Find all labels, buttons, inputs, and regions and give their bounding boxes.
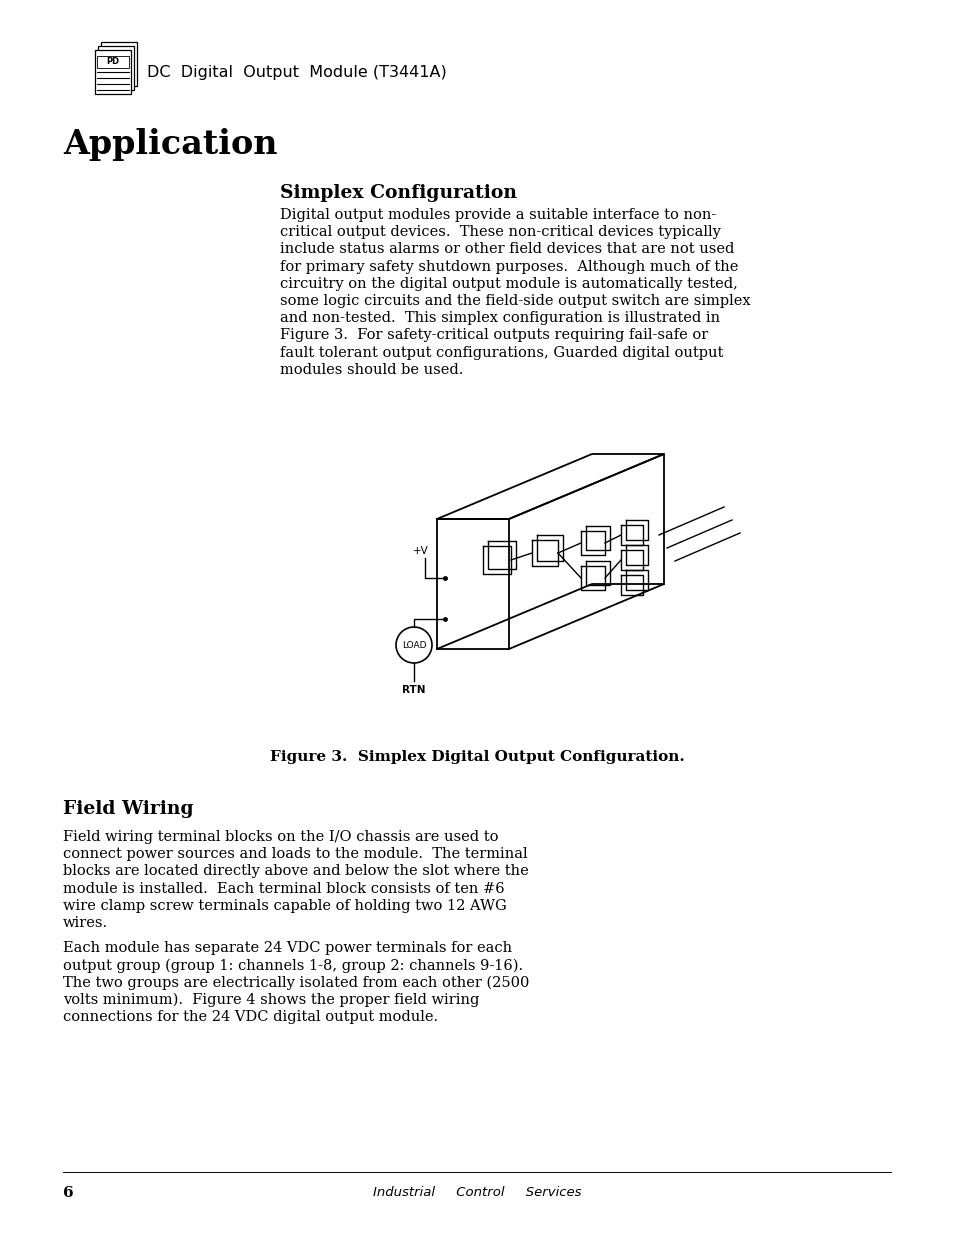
Text: DC  Digital  Output  Module (T3441A): DC Digital Output Module (T3441A)	[147, 65, 446, 80]
Text: modules should be used.: modules should be used.	[280, 363, 463, 377]
Text: The two groups are electrically isolated from each other (2500: The two groups are electrically isolated…	[63, 976, 529, 990]
Text: some logic circuits and the field-side output switch are simplex: some logic circuits and the field-side o…	[280, 294, 750, 308]
Text: Figure 3.  For safety-critical outputs requiring fail-safe or: Figure 3. For safety-critical outputs re…	[280, 329, 707, 342]
Text: Figure 3.  Simplex Digital Output Configuration.: Figure 3. Simplex Digital Output Configu…	[270, 750, 683, 764]
Text: Simplex Configuration: Simplex Configuration	[280, 184, 517, 203]
Text: PD: PD	[107, 58, 119, 67]
Text: Digital output modules provide a suitable interface to non-: Digital output modules provide a suitabl…	[280, 207, 716, 222]
Bar	[95, 49, 131, 94]
Text: volts minimum).  Figure 4 shows the proper field wiring: volts minimum). Figure 4 shows the prope…	[63, 993, 478, 1008]
Text: Field wiring terminal blocks on the I/O chassis are used to: Field wiring terminal blocks on the I/O …	[63, 830, 498, 844]
Bar	[97, 56, 129, 68]
Text: connections for the 24 VDC digital output module.: connections for the 24 VDC digital outpu…	[63, 1010, 437, 1024]
Text: include status alarms or other field devices that are not used: include status alarms or other field dev…	[280, 242, 734, 257]
Text: Each module has separate 24 VDC power terminals for each: Each module has separate 24 VDC power te…	[63, 941, 512, 955]
Text: wires.: wires.	[63, 916, 108, 930]
Text: 6: 6	[63, 1186, 73, 1200]
Text: RTN: RTN	[402, 685, 425, 695]
Text: fault tolerant output configurations, Guarded digital output: fault tolerant output configurations, Gu…	[280, 346, 722, 359]
Text: output group (group 1: channels 1-8, group 2: channels 9-16).: output group (group 1: channels 1-8, gro…	[63, 958, 522, 973]
Text: Field Wiring: Field Wiring	[63, 800, 193, 818]
Text: blocks are located directly above and below the slot where the: blocks are located directly above and be…	[63, 864, 528, 878]
Text: for primary safety shutdown purposes.  Although much of the: for primary safety shutdown purposes. Al…	[280, 259, 738, 274]
Text: and non-tested.  This simplex configuration is illustrated in: and non-tested. This simplex configurati…	[280, 311, 720, 325]
Text: wire clamp screw terminals capable of holding two 12 AWG: wire clamp screw terminals capable of ho…	[63, 899, 506, 913]
Text: connect power sources and loads to the module.  The terminal: connect power sources and loads to the m…	[63, 847, 527, 861]
Text: critical output devices.  These non-critical devices typically: critical output devices. These non-criti…	[280, 225, 720, 240]
Bar	[101, 42, 137, 86]
Text: module is installed.  Each terminal block consists of ten #6: module is installed. Each terminal block…	[63, 882, 504, 895]
Bar	[98, 46, 133, 90]
Text: +V: +V	[413, 546, 428, 556]
Text: Application: Application	[63, 128, 277, 161]
Text: Industrial     Control     Services: Industrial Control Services	[373, 1186, 580, 1199]
Text: LOAD: LOAD	[401, 641, 426, 650]
Text: circuitry on the digital output module is automatically tested,: circuitry on the digital output module i…	[280, 277, 737, 290]
